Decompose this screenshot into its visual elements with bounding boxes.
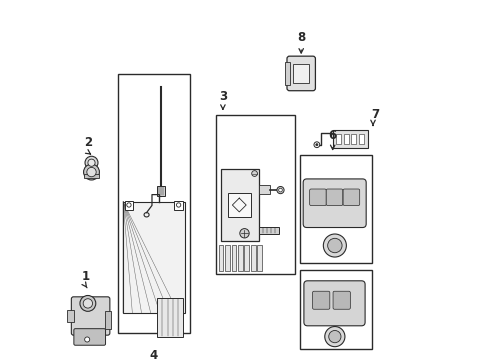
Bar [215, 115, 294, 274]
Bar [123, 202, 185, 313]
Bar [227, 193, 250, 217]
Circle shape [85, 156, 98, 169]
Bar [285, 62, 289, 85]
Bar [123, 202, 185, 313]
Circle shape [327, 238, 342, 253]
FancyBboxPatch shape [286, 56, 315, 91]
Bar [123, 202, 185, 313]
Bar [104, 311, 111, 329]
Bar [300, 155, 371, 263]
Bar [123, 202, 185, 313]
Circle shape [176, 203, 181, 207]
Circle shape [87, 167, 96, 177]
Bar [231, 245, 236, 271]
Bar [238, 245, 242, 271]
Bar [224, 245, 229, 271]
Circle shape [80, 296, 96, 311]
Bar [358, 134, 363, 144]
Bar [123, 202, 185, 313]
Bar [123, 202, 185, 313]
Text: 2: 2 [83, 136, 92, 149]
Bar [123, 202, 185, 313]
Text: 4: 4 [149, 349, 158, 360]
Bar [258, 185, 270, 194]
Text: 6: 6 [328, 129, 336, 142]
Bar [221, 169, 258, 241]
FancyBboxPatch shape [343, 189, 359, 206]
Circle shape [324, 327, 344, 347]
Circle shape [313, 142, 319, 148]
Circle shape [126, 203, 131, 207]
FancyBboxPatch shape [71, 297, 110, 335]
Circle shape [315, 144, 317, 146]
Bar [83, 174, 99, 178]
Bar [332, 130, 367, 148]
Bar [244, 245, 249, 271]
Bar [351, 134, 355, 144]
Bar [218, 245, 223, 271]
Circle shape [88, 159, 95, 166]
Circle shape [83, 299, 92, 308]
FancyBboxPatch shape [74, 329, 105, 345]
FancyBboxPatch shape [312, 291, 329, 309]
Bar [336, 134, 340, 144]
Bar [67, 310, 74, 322]
Bar [123, 202, 185, 313]
Bar [125, 201, 133, 210]
Circle shape [83, 164, 99, 180]
Bar [292, 64, 309, 83]
Bar [300, 270, 371, 349]
Bar [174, 201, 183, 210]
Text: 1: 1 [81, 270, 89, 283]
Circle shape [323, 234, 346, 257]
Circle shape [276, 186, 284, 194]
FancyBboxPatch shape [332, 291, 349, 309]
Bar [250, 245, 255, 271]
Bar [156, 186, 165, 197]
Circle shape [278, 188, 282, 192]
Bar [157, 298, 183, 337]
Text: 8: 8 [297, 31, 305, 44]
Bar [118, 74, 189, 333]
Text: 3: 3 [219, 90, 226, 103]
Text: 7: 7 [370, 108, 378, 121]
Circle shape [328, 330, 340, 343]
Circle shape [251, 171, 257, 176]
Bar [257, 245, 262, 271]
FancyBboxPatch shape [303, 179, 366, 228]
Bar [258, 227, 278, 234]
Bar [343, 134, 348, 144]
FancyBboxPatch shape [309, 189, 325, 206]
FancyBboxPatch shape [303, 281, 365, 326]
FancyBboxPatch shape [325, 189, 342, 206]
Circle shape [84, 337, 89, 342]
Circle shape [239, 229, 249, 238]
